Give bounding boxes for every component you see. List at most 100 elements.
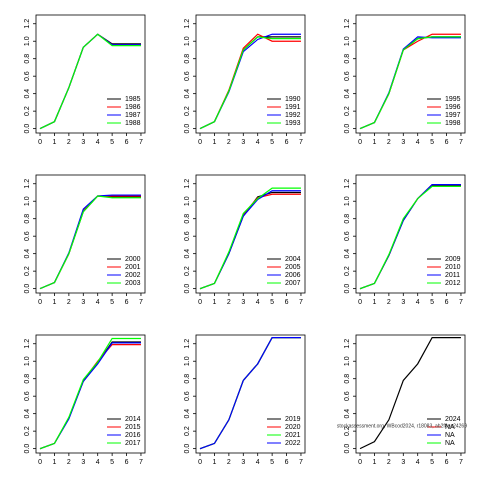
x-tick-label: 1: [213, 139, 217, 146]
x-tick-label: 2: [387, 459, 391, 466]
legend-label: 2006: [285, 272, 301, 279]
plot-frame: [355, 14, 466, 134]
y-tick-label: 0.8: [344, 374, 351, 384]
y-tick-label: 0.2: [184, 106, 191, 116]
y-tick-label: 0.6: [24, 231, 31, 241]
series-line: [199, 36, 301, 130]
y-tick-label: 0.0: [24, 444, 31, 454]
y-tick-label: 1.2: [24, 179, 31, 189]
x-tick-label: 6: [285, 139, 289, 146]
x-tick-label: 5: [110, 139, 114, 146]
x-tick-label: 4: [96, 459, 100, 466]
plot-frame: [195, 14, 306, 134]
x-tick-label: 4: [256, 299, 260, 306]
series-line: [39, 33, 141, 130]
panel: 0 1 2 3 4 5 6 70.00.20.40.60.81.01.220192020202…: [184, 334, 306, 466]
x-tick-label: 5: [270, 459, 274, 466]
x-tick-label: 3: [401, 299, 405, 306]
y-tick-label: 0.0: [344, 284, 351, 294]
x-tick-label: 4: [96, 299, 100, 306]
y-tick-label: 0.0: [184, 284, 191, 294]
x-tick-label: 6: [445, 139, 449, 146]
legend-label: 2004: [285, 256, 301, 263]
x-tick-label: 1: [53, 459, 57, 466]
series-line: [39, 337, 141, 450]
x-tick-label: 5: [110, 299, 114, 306]
x-tick-label: 7: [459, 299, 463, 306]
x-tick-label: 4: [256, 459, 260, 466]
y-tick-label: 1.2: [184, 19, 191, 29]
x-tick-label: 5: [430, 299, 434, 306]
x-tick-label: 6: [285, 299, 289, 306]
x-tick-label: 0: [198, 139, 202, 146]
y-tick-label: 0.8: [24, 54, 31, 64]
plot-frame: [35, 14, 146, 134]
panel: 0 1 2 3 4 5 6 70.00.20.40.60.81.01.219851986198…: [24, 14, 146, 146]
x-tick-label: 7: [299, 299, 303, 306]
legend-label: 1993: [285, 120, 301, 127]
panel: 0 1 2 3 4 5 6 70.00.20.40.60.81.01.220002001200…: [24, 174, 146, 306]
y-tick-label: 0.6: [344, 231, 351, 241]
x-tick-label: 0: [198, 459, 202, 466]
y-tick-label: 1.0: [184, 356, 191, 366]
y-tick-label: 0.4: [24, 89, 31, 99]
legend-label: 1988: [125, 120, 141, 127]
y-tick-label: 0.0: [184, 444, 191, 454]
x-tick-label: 4: [416, 139, 420, 146]
y-tick-label: 0.4: [24, 409, 31, 419]
legend-label: 2024: [445, 416, 461, 423]
y-tick-label: 1.0: [184, 196, 191, 206]
panel: 0 1 2 3 4 5 6 70.00.20.40.60.81.01.220042005200…: [184, 174, 306, 306]
y-tick-label: 0.8: [184, 54, 191, 64]
series-line: [199, 187, 301, 290]
y-tick-label: 0.4: [344, 249, 351, 259]
x-tick-label: 7: [139, 459, 143, 466]
x-tick-label: 5: [430, 459, 434, 466]
y-tick-label: 1.2: [184, 179, 191, 189]
legend-label: 2010: [445, 264, 461, 271]
x-tick-label: 3: [241, 299, 245, 306]
x-tick-label: 2: [67, 299, 71, 306]
x-tick-label: 7: [139, 139, 143, 146]
y-tick-label: 0.6: [184, 231, 191, 241]
y-tick-label: 0.6: [24, 71, 31, 81]
series-line: [359, 185, 461, 290]
legend-label: 1986: [125, 104, 141, 111]
x-tick-label: 2: [227, 139, 231, 146]
legend-label: 1987: [125, 112, 141, 119]
series-line: [359, 337, 461, 450]
x-tick-label: 1: [373, 299, 377, 306]
y-tick-label: 1.0: [344, 36, 351, 46]
y-tick-label: 0.8: [184, 374, 191, 384]
x-tick-label: 0: [358, 459, 362, 466]
y-tick-label: 0.6: [344, 391, 351, 401]
y-tick-label: 1.2: [24, 19, 31, 29]
y-tick-label: 0.2: [344, 426, 351, 436]
y-tick-label: 0.4: [344, 89, 351, 99]
y-tick-label: 1.2: [344, 179, 351, 189]
x-tick-label: 6: [125, 139, 129, 146]
legend-label: 2005: [285, 264, 301, 271]
y-tick-label: 0.2: [24, 106, 31, 116]
x-tick-label: 3: [81, 459, 85, 466]
panel: 0 1 2 3 4 5 6 70.00.20.40.60.81.01.220142015201…: [24, 334, 146, 466]
legend-label: 2000: [125, 256, 141, 263]
y-tick-label: 1.0: [24, 196, 31, 206]
x-tick-label: 1: [53, 139, 57, 146]
plot-frame: [195, 174, 306, 294]
y-tick-label: 0.0: [24, 124, 31, 134]
x-tick-label: 7: [299, 139, 303, 146]
x-tick-label: 2: [227, 459, 231, 466]
x-tick-label: 3: [241, 459, 245, 466]
x-tick-label: 0: [38, 459, 42, 466]
x-tick-label: 4: [256, 139, 260, 146]
x-tick-label: 1: [373, 139, 377, 146]
y-tick-label: 0.4: [184, 249, 191, 259]
y-tick-label: 1.2: [184, 339, 191, 349]
x-tick-label: 3: [401, 139, 405, 146]
x-tick-label: 6: [445, 299, 449, 306]
y-tick-label: 1.0: [344, 196, 351, 206]
legend-label: 2020: [285, 424, 301, 431]
legend-label: 2001: [125, 264, 141, 271]
